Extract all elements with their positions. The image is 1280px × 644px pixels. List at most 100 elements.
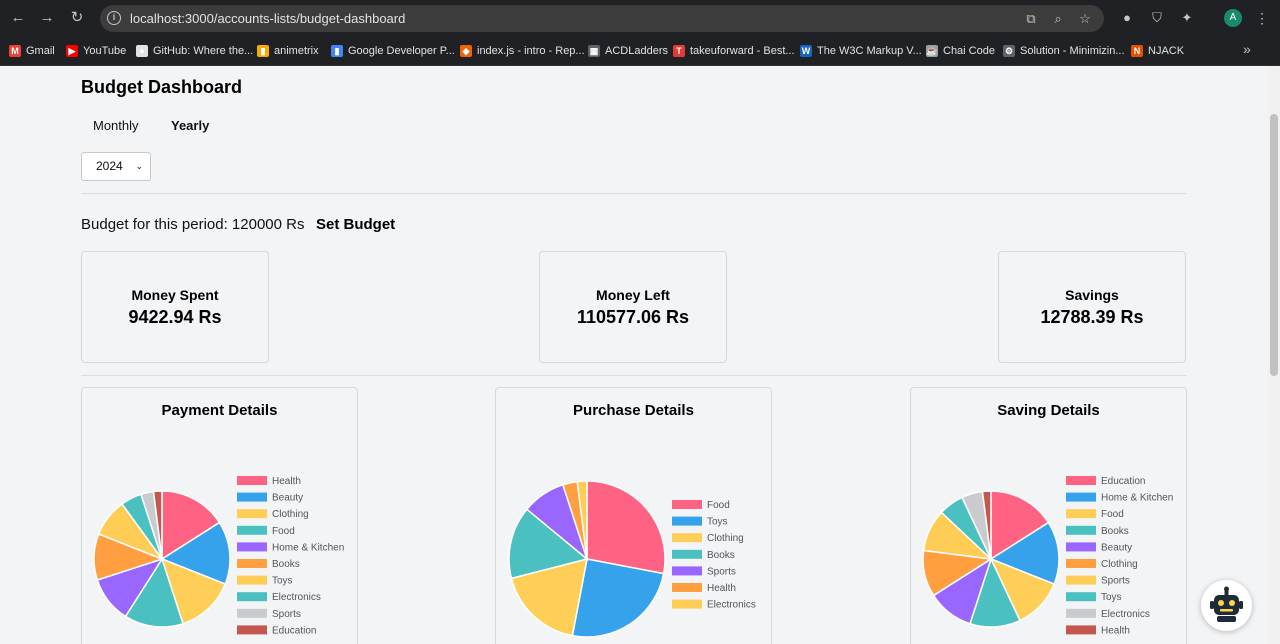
legend-label[interactable]: Electronics	[707, 600, 756, 611]
legend-label[interactable]: Sports	[1101, 576, 1130, 587]
legend-swatch	[672, 516, 702, 526]
bookmark-item[interactable]: W The W3C Markup V...	[800, 43, 922, 59]
legend-label[interactable]: Books	[272, 559, 300, 570]
legend-label[interactable]: Toys	[1101, 592, 1122, 603]
bookmark-item[interactable]: N NJACK	[1131, 43, 1184, 59]
extension-icon[interactable]: ●	[1123, 10, 1131, 25]
bookmark-item[interactable]: ▶ YouTube	[66, 43, 126, 59]
shield-extension-icon[interactable]: ⛉	[1152, 10, 1162, 25]
scrollbar-thumb[interactable]	[1270, 114, 1278, 376]
legend-label[interactable]: Food	[1101, 509, 1124, 520]
legend-label[interactable]: Sports	[272, 609, 301, 620]
bookmark-label: YouTube	[83, 45, 127, 57]
pie-slice[interactable]	[981, 490, 992, 560]
pie-slice[interactable]	[990, 490, 1050, 561]
legend-label[interactable]: Clothing	[272, 509, 309, 520]
pie-slice[interactable]	[161, 490, 221, 561]
reload-icon[interactable]: ↻	[70, 9, 84, 26]
site-info-icon[interactable]: i	[107, 11, 121, 25]
stat-label: Money Spent	[131, 287, 219, 303]
bookmark-label: Solution - Minimizin...	[1020, 45, 1125, 57]
legend-label[interactable]: Health	[707, 583, 736, 594]
pie-slice[interactable]	[571, 558, 665, 638]
legend-label[interactable]: Health	[272, 476, 301, 487]
tab-monthly[interactable]: Monthly	[93, 118, 139, 133]
legend-label[interactable]: Home & Kitchen	[1101, 493, 1173, 504]
back-arrow-icon[interactable]: ←	[10, 9, 26, 26]
legend-label[interactable]: Toys	[272, 576, 293, 587]
budget-dashboard: Budget Dashboard Monthly Yearly 2024 ⌄ B…	[0, 66, 1268, 644]
legend-swatch	[1066, 492, 1096, 502]
legend-swatch	[237, 608, 267, 618]
address-bar[interactable]: i localhost:3000/accounts-lists/budget-d…	[100, 5, 1104, 32]
pie-slice[interactable]	[586, 480, 666, 575]
bookmark-label: NJACK	[1148, 45, 1185, 57]
legend-label[interactable]: Clothing	[707, 533, 744, 544]
bookmark-item[interactable]: ● GitHub: Where the...	[136, 43, 253, 59]
pie-slice[interactable]	[160, 521, 231, 586]
legend-label[interactable]: Books	[707, 550, 735, 561]
legend-swatch	[672, 500, 702, 509]
bookmark-favicon-icon: T	[673, 45, 685, 57]
bookmark-item[interactable]: M Gmail	[9, 43, 55, 59]
legend-swatch	[1066, 608, 1096, 618]
pie-slice[interactable]	[989, 521, 1060, 586]
bookmark-favicon-icon: ◆	[460, 45, 472, 57]
pie-slice[interactable]	[510, 557, 588, 637]
legend-swatch	[672, 549, 702, 559]
extensions-puzzle-icon[interactable]: ✦	[1181, 10, 1193, 25]
bookmark-item[interactable]: ▮ Google Developer P...	[331, 43, 455, 59]
legend-label[interactable]: Electronics	[272, 592, 321, 603]
bookmark-item[interactable]: ◆ index.js - intro - Rep...	[460, 43, 585, 59]
legend-label[interactable]: Home & Kitchen	[272, 542, 344, 553]
bookmark-item[interactable]: ▦ ACDLadders	[588, 43, 668, 59]
bookmark-item[interactable]: ☕ Chai Code	[926, 43, 995, 59]
legend-label[interactable]: Beauty	[1101, 542, 1132, 553]
url-text[interactable]: localhost:3000/accounts-lists/budget-das…	[130, 11, 406, 26]
bookmark-item[interactable]: ⚙ Solution - Minimizin...	[1003, 43, 1125, 59]
legend-label[interactable]: Toys	[707, 517, 728, 528]
legend-label[interactable]: Clothing	[1101, 559, 1138, 570]
zoom-icon[interactable]: ⌕	[1054, 11, 1062, 26]
legend-label[interactable]: Health	[1101, 625, 1130, 636]
bookmark-item[interactable]: ▮ animetrix	[257, 43, 319, 59]
pie-slice[interactable]	[576, 480, 588, 560]
legend-label[interactable]: Electronics	[1101, 609, 1150, 620]
pie-slice[interactable]	[508, 508, 589, 580]
legend-label[interactable]: Food	[272, 526, 295, 537]
divider	[81, 193, 1186, 194]
legend-swatch	[237, 476, 267, 485]
bookmark-label: index.js - intro - Rep...	[477, 45, 585, 57]
legend-label[interactable]: Education	[1101, 476, 1145, 487]
year-select[interactable]: 2024 ⌄	[81, 152, 151, 181]
payment-details-card: Payment Details Health Beauty Clothing Food…	[81, 387, 358, 644]
year-select-value: 2024	[96, 159, 123, 173]
forward-arrow-icon[interactable]: →	[39, 9, 55, 26]
legend-label[interactable]: Beauty	[272, 493, 303, 504]
legend-label[interactable]: Education	[272, 625, 316, 636]
legend-label[interactable]: Books	[1101, 526, 1129, 537]
bookmark-label: animetrix	[274, 45, 319, 57]
legend-swatch	[1066, 476, 1096, 485]
more-bookmarks-icon[interactable]: »	[1243, 41, 1251, 57]
pie-slice[interactable]	[152, 490, 163, 560]
legend-swatch	[1066, 575, 1096, 585]
pie-slice[interactable]	[124, 557, 184, 628]
robot-icon	[1210, 586, 1243, 622]
bookmark-favicon-icon: ☕	[926, 45, 938, 57]
browser-menu-icon[interactable]: ⋮	[1255, 10, 1269, 26]
legend-swatch	[672, 583, 702, 592]
legend-label[interactable]: Food	[707, 500, 730, 511]
legend-label[interactable]: Sports	[707, 566, 736, 577]
chatbot-button[interactable]	[1201, 580, 1252, 631]
install-app-icon[interactable]: ⧉	[1026, 11, 1036, 26]
profile-avatar[interactable]: A	[1224, 9, 1242, 27]
tab-yearly[interactable]: Yearly	[171, 118, 210, 133]
bookmark-star-icon[interactable]: ☆	[1079, 11, 1091, 26]
page-title: Budget Dashboard	[81, 77, 243, 97]
scrollbar[interactable]	[1268, 66, 1280, 644]
legend-swatch	[672, 566, 702, 576]
bookmark-favicon-icon: ▮	[331, 45, 343, 57]
set-budget-button[interactable]: Set Budget	[316, 216, 396, 233]
